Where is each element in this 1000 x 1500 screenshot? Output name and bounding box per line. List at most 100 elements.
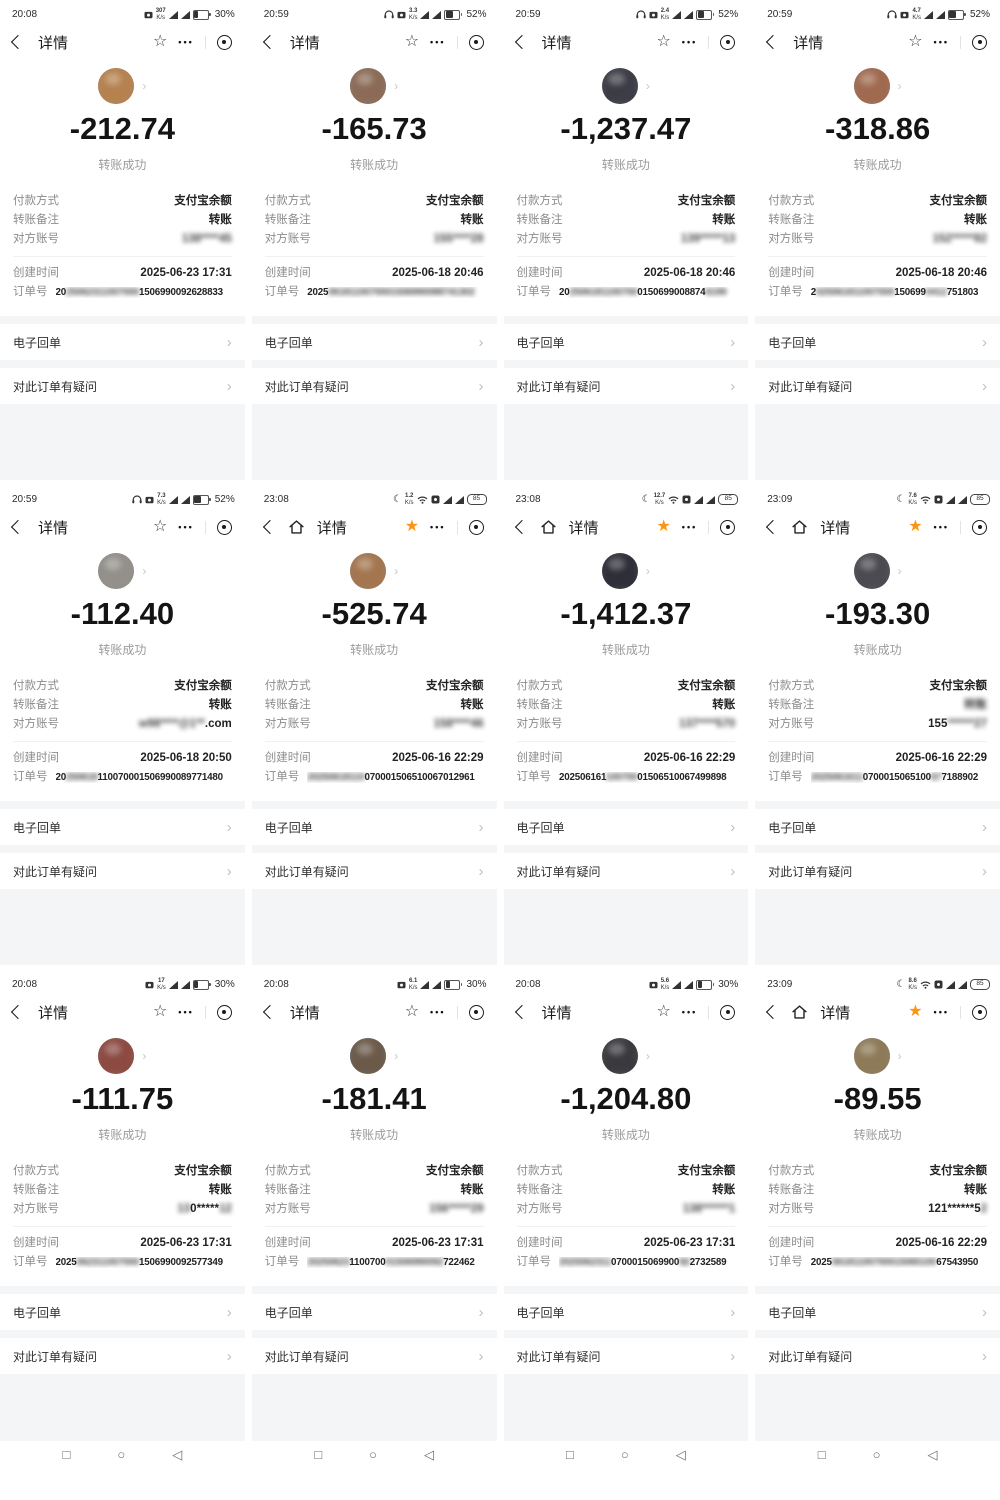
payee-row[interactable]: › [504, 553, 749, 589]
home-icon[interactable] [792, 520, 807, 534]
favorite-star-icon[interactable]: ☆ [152, 33, 168, 50]
back-icon[interactable] [10, 1004, 26, 1020]
back-icon[interactable] [10, 34, 26, 50]
more-options-icon[interactable]: ••• [681, 37, 698, 47]
target-icon[interactable] [972, 519, 987, 535]
question-link[interactable]: 对此订单有疑问 › [251, 853, 497, 889]
question-link[interactable]: 对此订单有疑问 › [251, 368, 497, 404]
favorite-star-icon[interactable]: ☆ [656, 33, 671, 50]
more-options-icon[interactable]: ••• [933, 1007, 949, 1017]
back-icon[interactable] [262, 1004, 277, 1020]
favorite-star-icon[interactable]: ☆ [152, 1003, 168, 1020]
question-link[interactable]: 对此订单有疑问 › [755, 368, 1000, 404]
target-icon[interactable] [216, 34, 232, 50]
receipt-link[interactable]: 电子回单 › [503, 1294, 749, 1330]
payee-row[interactable]: › [0, 553, 245, 589]
more-options-icon[interactable]: ••• [178, 37, 194, 47]
receipt-link[interactable]: 电子回单 › [503, 809, 749, 845]
payee-row[interactable]: › [755, 553, 1000, 589]
more-options-icon[interactable]: ••• [681, 522, 698, 532]
android-back-button[interactable]: ◁ [423, 1447, 434, 1462]
home-button[interactable]: ○ [872, 1447, 881, 1462]
more-options-icon[interactable]: ••• [933, 522, 949, 532]
target-icon[interactable] [972, 1004, 987, 1020]
question-link[interactable]: 对此订单有疑问 › [503, 1338, 749, 1374]
more-options-icon[interactable]: ••• [178, 522, 194, 532]
more-options-icon[interactable]: ••• [178, 1007, 194, 1017]
recents-button[interactable]: □ [62, 1447, 71, 1462]
more-options-icon[interactable]: ••• [933, 37, 949, 47]
receipt-link[interactable]: 电子回单 › [755, 809, 1000, 845]
payee-row[interactable]: › [504, 68, 749, 104]
target-icon[interactable] [468, 34, 484, 50]
favorite-star-icon[interactable]: ☆ [152, 518, 168, 535]
payee-row[interactable]: › [755, 1038, 1000, 1074]
target-icon[interactable] [720, 519, 736, 535]
avatar[interactable] [350, 553, 387, 589]
favorite-star-icon[interactable]: ★ [908, 1003, 923, 1020]
avatar[interactable] [853, 1038, 890, 1074]
android-back-button[interactable]: ◁ [927, 1447, 938, 1462]
receipt-link[interactable]: 电子回单 › [0, 809, 245, 845]
avatar[interactable] [98, 553, 135, 589]
android-back-button[interactable]: ◁ [675, 1447, 686, 1462]
favorite-star-icon[interactable]: ★ [908, 518, 923, 535]
question-link[interactable]: 对此订单有疑问 › [0, 368, 245, 404]
back-icon[interactable] [514, 1004, 529, 1020]
home-icon[interactable] [792, 1005, 807, 1019]
home-button[interactable]: ○ [117, 1447, 126, 1462]
target-icon[interactable] [216, 1004, 232, 1020]
payee-row[interactable]: › [0, 68, 245, 104]
home-button[interactable]: ○ [369, 1447, 377, 1462]
target-icon[interactable] [720, 34, 736, 50]
back-icon[interactable] [514, 519, 529, 535]
back-icon[interactable] [766, 1004, 781, 1020]
question-link[interactable]: 对此订单有疑问 › [755, 1338, 1000, 1374]
receipt-link[interactable]: 电子回单 › [0, 1294, 245, 1330]
target-icon[interactable] [468, 1004, 484, 1020]
avatar[interactable] [853, 68, 890, 104]
receipt-link[interactable]: 电子回单 › [503, 324, 749, 360]
payee-row[interactable]: › [252, 1038, 497, 1074]
recents-button[interactable]: □ [566, 1447, 574, 1462]
back-icon[interactable] [262, 34, 277, 50]
target-icon[interactable] [468, 519, 484, 535]
more-options-icon[interactable]: ••• [430, 522, 446, 532]
recents-button[interactable]: □ [817, 1447, 826, 1462]
home-icon[interactable] [540, 520, 556, 534]
receipt-link[interactable]: 电子回单 › [251, 1294, 497, 1330]
avatar[interactable] [350, 1038, 387, 1074]
more-options-icon[interactable]: ••• [681, 1007, 698, 1017]
android-back-button[interactable]: ◁ [172, 1447, 183, 1462]
back-icon[interactable] [262, 519, 277, 535]
question-link[interactable]: 对此订单有疑问 › [251, 1338, 497, 1374]
receipt-link[interactable]: 电子回单 › [0, 324, 245, 360]
avatar[interactable] [601, 1038, 638, 1074]
recents-button[interactable]: □ [314, 1447, 323, 1462]
avatar[interactable] [853, 553, 890, 589]
target-icon[interactable] [216, 519, 232, 535]
question-link[interactable]: 对此订单有疑问 › [503, 368, 749, 404]
favorite-star-icon[interactable]: ★ [656, 518, 671, 535]
payee-row[interactable]: › [504, 1038, 749, 1074]
favorite-star-icon[interactable]: ☆ [404, 33, 420, 50]
avatar[interactable] [601, 68, 638, 104]
favorite-star-icon[interactable]: ☆ [908, 33, 923, 50]
back-icon[interactable] [766, 519, 781, 535]
question-link[interactable]: 对此订单有疑问 › [503, 853, 749, 889]
avatar[interactable] [601, 553, 638, 589]
more-options-icon[interactable]: ••• [430, 1007, 446, 1017]
home-button[interactable]: ○ [620, 1447, 629, 1462]
question-link[interactable]: 对此订单有疑问 › [0, 853, 245, 889]
avatar[interactable] [350, 68, 387, 104]
back-icon[interactable] [10, 519, 26, 535]
favorite-star-icon[interactable]: ★ [404, 518, 420, 535]
question-link[interactable]: 对此订单有疑问 › [0, 1338, 245, 1374]
payee-row[interactable]: › [0, 1038, 245, 1074]
receipt-link[interactable]: 电子回单 › [755, 324, 1000, 360]
favorite-star-icon[interactable]: ☆ [404, 1003, 420, 1020]
more-options-icon[interactable]: ••• [430, 37, 446, 47]
avatar[interactable] [98, 68, 135, 104]
favorite-star-icon[interactable]: ☆ [656, 1003, 671, 1020]
payee-row[interactable]: › [755, 68, 1000, 104]
